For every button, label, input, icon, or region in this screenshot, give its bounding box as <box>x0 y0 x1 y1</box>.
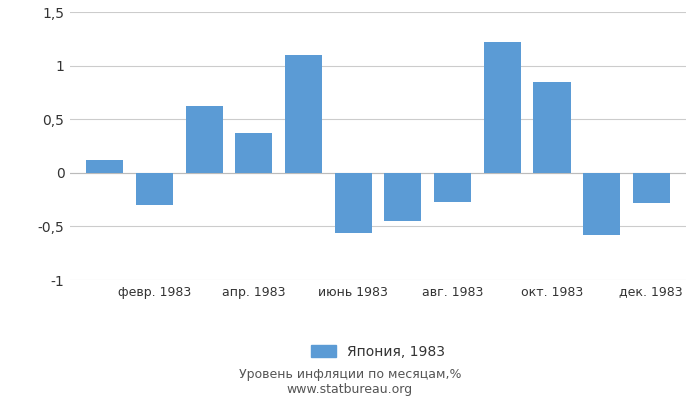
Bar <box>86 160 123 173</box>
Bar <box>285 55 322 173</box>
Bar <box>484 42 521 173</box>
Bar <box>434 173 471 202</box>
Text: Уровень инфляции по месяцам,%
www.statbureau.org: Уровень инфляции по месяцам,% www.statbu… <box>239 368 461 396</box>
Bar <box>335 173 372 233</box>
Bar <box>186 106 223 173</box>
Bar <box>533 82 570 173</box>
Bar <box>235 133 272 173</box>
Bar <box>384 173 421 221</box>
Legend: Япония, 1983: Япония, 1983 <box>311 345 445 359</box>
Bar <box>633 173 670 203</box>
Bar <box>136 173 173 205</box>
Bar <box>583 173 620 235</box>
